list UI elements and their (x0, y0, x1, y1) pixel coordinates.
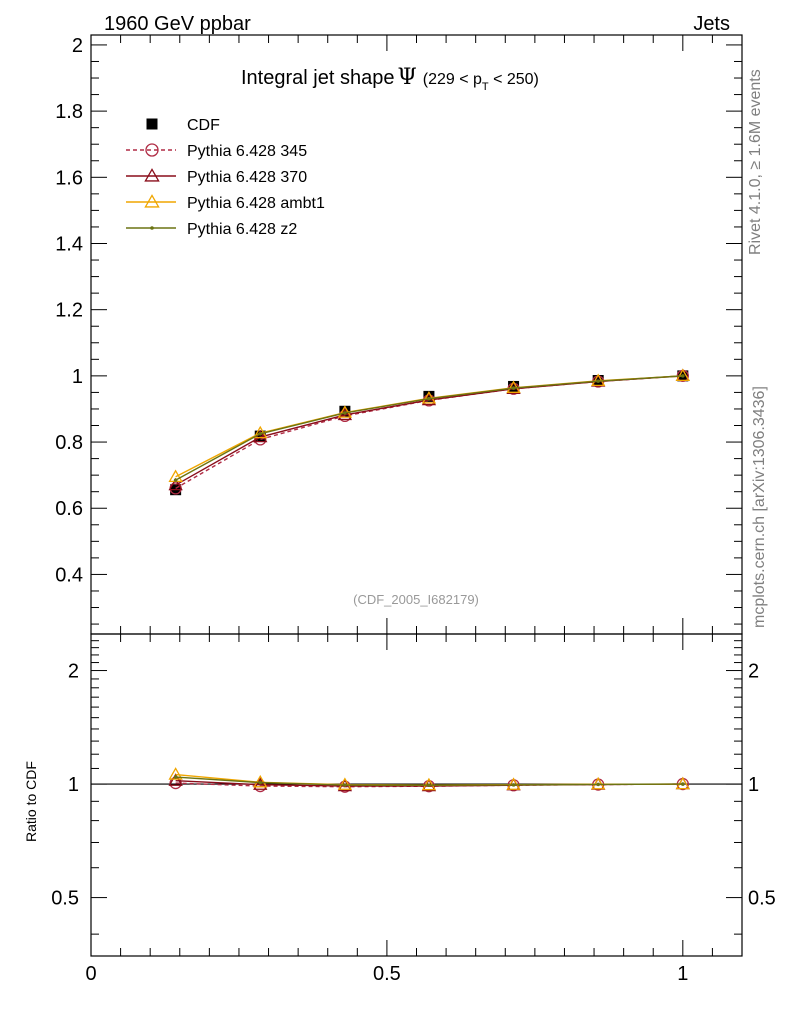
ratio-marker-pythia-6-428-ambt1 (337, 777, 353, 790)
main-y-tick-label: 0.4 (55, 564, 83, 586)
ratio-marker-pythia-6-428-ambt1 (675, 776, 690, 790)
ratio-y-tick-label-right: 1 (748, 774, 759, 796)
main-marker-pythia-6-428-370 (253, 429, 268, 443)
ratio-y-tick-label-left: 1 (68, 774, 79, 796)
x-tick-label: 0.5 (373, 963, 401, 985)
ratio-y-tick-label-right: 2 (748, 661, 759, 683)
ratio-y-tick-label-left: 0.5 (51, 888, 79, 910)
legend-label-pythia-6-428-345: Pythia 6.428 345 (187, 143, 307, 160)
title-range-sub: T (482, 81, 489, 93)
main-marker-pythia-6-428-z2 (343, 411, 347, 415)
ratio-y-tick-label-right: 0.5 (748, 888, 776, 910)
legend-marker-pythia-6-428-z2 (150, 226, 154, 230)
main-marker-pythia-6-428-z2 (258, 431, 263, 436)
legend: CDF Pythia 6.428 345 Pythia 6.428 370 Pythi… (126, 117, 325, 238)
mcplots-label: mcplots.cern.ch [arXiv:1306.3436] (751, 386, 768, 628)
header-left-title: 1960 GeV ppbar (104, 13, 251, 35)
ratio-marker-pythia-6-428-ambt1 (506, 777, 521, 790)
main-y-tick-label: 1 (72, 366, 83, 388)
header-right-title: Jets (693, 13, 730, 35)
legend-label-pythia-6-428-370: Pythia 6.428 370 (187, 169, 307, 186)
main-y-tick-label: 2 (72, 35, 83, 57)
main-marker-pythia-6-428-z2 (173, 478, 178, 482)
main-series-group (168, 368, 690, 496)
main-y-tick-label: 1.2 (55, 300, 83, 322)
main-axis-ticks: 0.4 0.6 0.8 1 1.2 1.4 1.6 1.8 2 (55, 35, 742, 625)
ratio-marker-pythia-6-428-z2 (596, 782, 600, 787)
ratio-marker-pythia-6-428-z2 (681, 782, 685, 786)
ratio-marker-pythia-6-428-ambt1 (168, 767, 183, 780)
title-psi-symbol: Ψ (397, 65, 416, 90)
main-y-tick-label: 1.8 (55, 101, 83, 123)
ratio-ylabel: Ratio to CDF (23, 761, 39, 842)
rivet-version-label: Rivet 4.1.0, ≥ 1.6M events (747, 69, 764, 255)
main-y-tick-label: 0.8 (55, 432, 83, 454)
legend-marker-pythia-6-428-345 (145, 143, 159, 157)
ratio-plot-frame (90, 633, 743, 957)
main-marker-pythia-6-428-z2 (681, 374, 685, 378)
main-y-tick-label: 0.6 (55, 498, 83, 520)
x-tick-label: 0 (85, 963, 96, 985)
ratio-marker-pythia-6-428-370 (168, 773, 183, 786)
main-y-tick-label: 1.6 (55, 167, 83, 189)
main-marker-cdf (254, 430, 266, 442)
legend-marker-cdf (146, 118, 158, 130)
ratio-marker-pythia-6-428-z2 (343, 783, 347, 787)
main-marker-pythia-6-428-ambt1 (506, 380, 521, 393)
main-marker-pythia-6-428-370 (168, 477, 183, 491)
main-marker-pythia-6-428-z2 (511, 386, 516, 390)
ratio-marker-pythia-6-428-ambt1 (253, 774, 268, 788)
title-range-close: < 250) (489, 71, 539, 88)
ratio-marker-pythia-6-428-ambt1 (421, 777, 437, 791)
main-marker-pythia-6-428-ambt1 (591, 373, 606, 387)
main-marker-pythia-6-428-z2 (427, 396, 431, 401)
legend-label-pythia-6-428-ambt1: Pythia 6.428 ambt1 (187, 195, 325, 212)
main-marker-pythia-6-428-z2 (596, 379, 600, 383)
ratio-marker-pythia-6-428-z2 (173, 775, 178, 779)
legend-label-pythia-6-428-z2: Pythia 6.428 z2 (187, 221, 297, 238)
ratio-marker-pythia-6-428-z2 (427, 783, 431, 788)
legend-marker-pythia-6-428-ambt1 (144, 194, 160, 208)
main-marker-pythia-6-428-ambt1 (675, 368, 690, 382)
legend-label-cdf: CDF (187, 117, 220, 134)
main-plot-title: Integral jet shape Ψ (229 < pT < 250) (241, 65, 539, 93)
title-range-open: (229 < p (423, 71, 482, 88)
title-prefix: Integral jet shape (241, 67, 394, 89)
ratio-y-tick-label-left: 2 (68, 661, 79, 683)
x-tick-label: 1 (677, 963, 688, 985)
analysis-watermark: (CDF_2005_I682179) (353, 592, 479, 607)
ratio-marker-pythia-6-428-370 (253, 777, 268, 790)
main-marker-pythia-6-428-ambt1 (421, 391, 437, 404)
legend-marker-pythia-6-428-370 (144, 168, 160, 182)
ratio-series-group (168, 767, 690, 793)
ratio-marker-pythia-6-428-ambt1 (591, 776, 606, 790)
x-axis-ticks: 0 0.5 1 (85, 35, 743, 985)
main-marker-cdf (423, 390, 435, 402)
ratio-marker-pythia-6-428-z2 (258, 780, 263, 785)
ratio-marker-pythia-6-428-z2 (511, 783, 516, 787)
main-y-tick-label: 1.4 (55, 233, 83, 255)
